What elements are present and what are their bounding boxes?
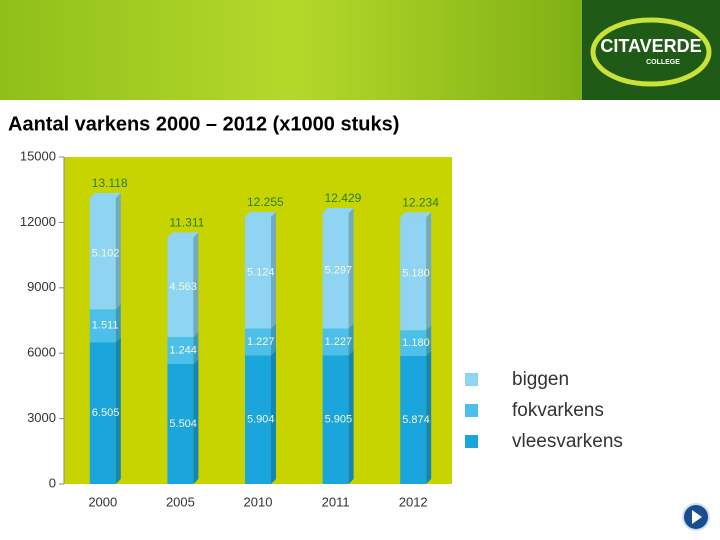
bar-segment <box>167 237 194 337</box>
bar-segment <box>400 330 427 356</box>
bar-segment <box>245 328 271 356</box>
bar-segment <box>322 355 349 484</box>
value-label: 5.180 <box>402 268 430 280</box>
bar-side <box>193 359 199 484</box>
bar-segment <box>167 364 194 484</box>
y-tick-label: 9000 <box>27 279 56 294</box>
legend-swatch <box>465 404 478 417</box>
value-label: 5.904 <box>247 414 275 426</box>
bar-top <box>245 211 276 217</box>
bar-segment <box>400 217 427 331</box>
bar-side <box>115 304 121 343</box>
y-tick-label: 0 <box>49 475 56 490</box>
bar-segment <box>322 328 349 356</box>
bar-top <box>400 212 432 218</box>
bar-side <box>271 323 276 356</box>
y-tick-label: 15000 <box>20 148 56 163</box>
bar-side <box>348 208 354 329</box>
x-tick-label: 2011 <box>322 494 350 509</box>
bar-segment <box>89 198 116 310</box>
bar-segment <box>400 355 427 484</box>
value-label: 1.227 <box>247 336 275 348</box>
value-label: 6.505 <box>92 407 120 419</box>
bar-side <box>426 325 432 356</box>
legend-swatch <box>465 435 478 448</box>
value-label: 5.102 <box>92 248 120 260</box>
legend-label: biggen <box>512 369 569 390</box>
x-tick-label: 2000 <box>88 494 117 509</box>
bar-segment <box>167 336 194 365</box>
total-label: 12.255 <box>247 195 284 209</box>
bar-side <box>271 211 276 329</box>
header-band <box>0 0 582 100</box>
bar-side <box>115 193 121 310</box>
y-tick-label: 3000 <box>27 410 56 425</box>
bar-top <box>322 208 354 214</box>
bar-side <box>426 212 432 331</box>
bar-segment <box>245 216 271 329</box>
bar-top <box>167 232 199 238</box>
x-tick-label: 2012 <box>399 494 428 509</box>
logo-ring <box>590 17 712 87</box>
bar-side <box>348 323 354 356</box>
bar-side <box>115 337 121 484</box>
y-tick-label: 12000 <box>20 214 56 229</box>
value-label: 1.227 <box>325 336 353 348</box>
value-label: 5.504 <box>169 418 197 430</box>
logo-title: CITAVERDE <box>600 36 701 56</box>
total-label: 13.118 <box>92 176 128 190</box>
total-label: 12.234 <box>402 195 439 209</box>
x-tick-label: 2010 <box>244 494 273 509</box>
bar-side <box>348 350 354 484</box>
value-label: 5.905 <box>325 414 353 426</box>
bar-side <box>193 232 199 337</box>
bar-segment <box>89 309 116 343</box>
value-label: 4.563 <box>169 281 197 293</box>
chart-title: Aantal varkens 2000 – 2012 (x1000 stuks) <box>8 113 399 135</box>
bar-side <box>271 350 276 484</box>
logo-subtitle: COLLEGE <box>646 59 680 66</box>
bar-segment <box>322 213 349 329</box>
legend-swatch <box>465 373 478 386</box>
legend-label: fokvarkens <box>512 400 604 421</box>
value-label: 5.297 <box>325 265 353 277</box>
total-label: 11.311 <box>169 216 204 230</box>
bar-segment <box>245 355 271 484</box>
value-label: 5.124 <box>247 267 275 279</box>
bar-top <box>89 193 121 199</box>
next-icon <box>692 510 702 524</box>
total-label: 12.429 <box>325 191 362 205</box>
value-label: 1.244 <box>169 344 197 356</box>
legend-label: vleesvarkens <box>512 431 623 452</box>
bar-side <box>193 331 199 365</box>
bar-side <box>426 350 432 484</box>
value-label: 1.180 <box>402 337 430 349</box>
y-tick-label: 6000 <box>27 345 56 360</box>
value-label: 1.511 <box>92 320 119 332</box>
bar-segment <box>89 342 116 484</box>
value-label: 5.874 <box>402 414 430 426</box>
x-tick-label: 2005 <box>166 494 195 509</box>
